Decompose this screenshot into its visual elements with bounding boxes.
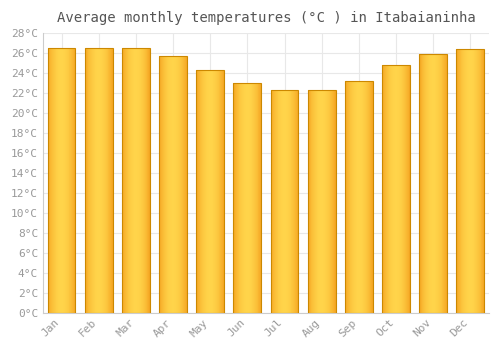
- Bar: [345, 81, 373, 313]
- Bar: [159, 56, 187, 313]
- Bar: [382, 65, 410, 313]
- Bar: [85, 48, 112, 313]
- Bar: [308, 90, 336, 313]
- Bar: [196, 70, 224, 313]
- Bar: [122, 48, 150, 313]
- Title: Average monthly temperatures (°C ) in Itabaianinha: Average monthly temperatures (°C ) in It…: [56, 11, 476, 25]
- Bar: [48, 48, 76, 313]
- Bar: [234, 83, 262, 313]
- Bar: [419, 54, 447, 313]
- Bar: [456, 49, 484, 313]
- Bar: [270, 90, 298, 313]
